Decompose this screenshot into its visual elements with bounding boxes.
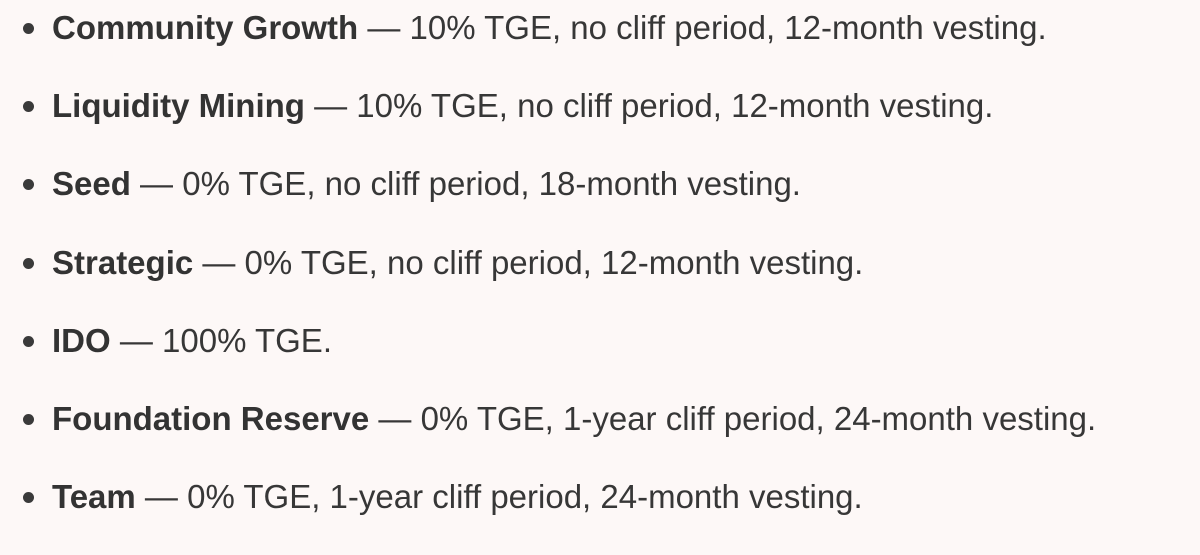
item-detail: — 0% TGE, 1-year cliff period, 24-month …: [135, 478, 863, 516]
item-name: IDO: [52, 321, 111, 359]
item-detail: — 10% TGE, no cliff period, 12-month ves…: [304, 87, 994, 125]
list-item: Foundation Reserve — 0% TGE, 1-year clif…: [0, 399, 1200, 477]
item-detail: — 0% TGE, 1-year cliff period, 24-month …: [369, 399, 1097, 437]
item-detail: — 0% TGE, no cliff period, 18-month vest…: [130, 165, 801, 203]
item-name: Liquidity Mining: [52, 87, 305, 125]
bullet-icon: [23, 23, 34, 34]
list-item: Liquidity Mining — 10% TGE, no cliff per…: [0, 86, 1200, 164]
vesting-schedule-list: Community Growth — 10% TGE, no cliff per…: [0, 8, 1200, 555]
item-detail: — 0% TGE, no cliff period, 12-month vest…: [193, 243, 864, 281]
item-name: Foundation Reserve: [52, 399, 370, 437]
list-item: IDO — 100% TGE.: [0, 321, 1200, 399]
list-item: Team — 0% TGE, 1-year cliff period, 24-m…: [0, 477, 1200, 555]
list-item: Strategic — 0% TGE, no cliff period, 12-…: [0, 243, 1200, 321]
item-name: Strategic: [52, 243, 194, 281]
bullet-icon: [23, 413, 34, 425]
bullet-icon: [23, 179, 34, 191]
item-detail: — 100% TGE.: [110, 321, 332, 359]
bullet-icon: [23, 101, 34, 113]
list-item: Seed — 0% TGE, no cliff period, 18-month…: [0, 164, 1200, 242]
bullet-icon: [23, 335, 34, 347]
bullet-icon: [23, 492, 34, 504]
bullet-icon: [23, 257, 34, 269]
item-name: Team: [52, 478, 136, 516]
item-detail: — 10% TGE, no cliff period, 12-month ves…: [358, 9, 1047, 46]
item-name: Community Growth: [52, 9, 359, 46]
list-item: Community Growth — 10% TGE, no cliff per…: [0, 8, 1200, 86]
item-name: Seed: [52, 165, 131, 203]
